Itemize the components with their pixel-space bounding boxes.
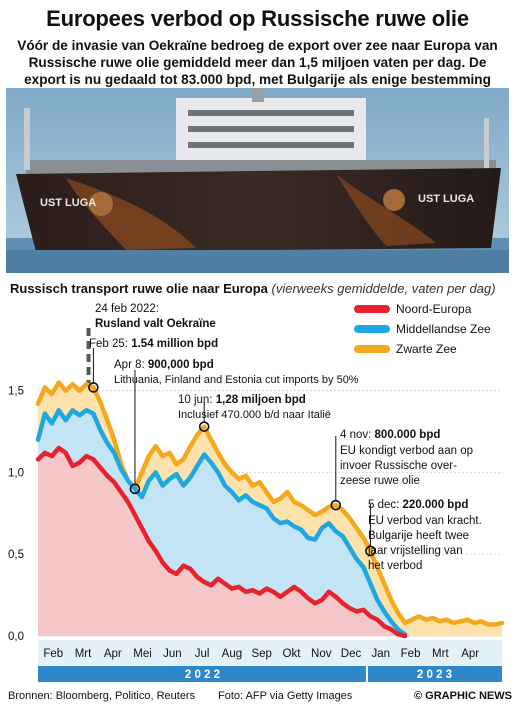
chart-title: Russisch transport ruwe olie naar Europa… xyxy=(10,281,496,296)
area-middellandse-zee xyxy=(38,410,406,636)
photo-credit: Foto: AFP via Getty Images xyxy=(218,690,353,702)
y-tick-label: 1,5 xyxy=(8,386,24,398)
annotation-feb25-value: 1.54 million bpd xyxy=(131,338,218,350)
hull-name-right: UST LUGA xyxy=(418,193,474,205)
month-label: Jun xyxy=(163,648,182,660)
annotation-dec5-line: Bulgarije heeft twee xyxy=(368,530,469,542)
month-label: Apr xyxy=(104,648,122,660)
y-tick-label: 1,0 xyxy=(8,467,24,479)
line-middellandse-zee xyxy=(35,408,408,637)
annotation-nov4-value: 800.000 bpd xyxy=(375,429,441,441)
month-label: Okt xyxy=(283,648,302,660)
month-label: Apr xyxy=(461,648,479,660)
marker-dec5 xyxy=(365,545,376,557)
annotation-invasion-date: 24 feb 2022: xyxy=(95,303,159,315)
area-noord-europa xyxy=(38,447,406,636)
line-zwarte-zee xyxy=(35,380,505,627)
annotation-dec5-line: EU verbod van kracht. xyxy=(368,515,482,527)
month-label: Mrt xyxy=(75,648,92,660)
month-label: Mei xyxy=(133,648,152,660)
annotation-nov4-date: 4 nov: 800.000 bpd xyxy=(340,429,440,441)
annotation-jun10-date: 10 jun: 1,28 miljoen bpd xyxy=(178,394,306,406)
month-label: Aug xyxy=(222,648,242,660)
marker-apr8 xyxy=(129,483,141,495)
annotation-nov4-line: EU kondigt verbod aan op xyxy=(340,445,473,457)
area-zwarte-zee-after-ban xyxy=(405,616,502,636)
month-label: Feb xyxy=(401,648,421,660)
marker-nov4 xyxy=(330,499,342,511)
annotation-dec5-line: jaar vrijstelling van xyxy=(367,545,463,557)
annotation-jun10-value: 1,28 miljoen bpd xyxy=(216,394,306,406)
legend-label: Noord-Europa xyxy=(396,302,472,316)
hull-name-left: UST LUGA xyxy=(40,197,96,209)
annotation-nov4-line: zeese ruwe olie xyxy=(340,475,420,487)
marker-feb25 xyxy=(88,382,99,393)
year-label-2022: 2 0 2 2 xyxy=(185,669,220,681)
annotation-dec5-value: 220.000 bpd xyxy=(403,499,469,511)
month-label: Mrt xyxy=(432,648,449,660)
annotation-apr8-date: Apr 8: 900,000 bpd xyxy=(114,359,214,371)
annotation-dec5-line: het verbod xyxy=(368,560,422,572)
marker-jun10 xyxy=(198,421,210,432)
year-label-2023: 2 0 2 3 xyxy=(417,669,452,681)
chart-title-main: Russisch transport ruwe olie naar Europa xyxy=(10,281,268,296)
chart-title-note: (vierweeks gemiddelde, vaten per dag) xyxy=(271,281,496,296)
line-noord-europa xyxy=(35,445,408,639)
annotation-dec5-date: 5 dec: 220.000 bpd xyxy=(368,499,468,511)
sources-note: Bronnen: Bloomberg, Politico, Reuters xyxy=(8,690,196,702)
annotation-nov4-line: invoer Russische over- xyxy=(340,460,457,472)
oil-transport-chart: 1,5 1,0 0,5 0,0 24 feb 2022: Rusland valt Oek… xyxy=(8,302,505,682)
month-label: Dec xyxy=(341,648,362,660)
month-label: Feb xyxy=(43,648,63,660)
y-tick-label: 0,0 xyxy=(8,631,24,643)
month-label: Jan xyxy=(372,648,391,660)
y-tick-label: 0,5 xyxy=(8,549,24,561)
annotation-feb25-date: Feb 25: 1.54 million bpd xyxy=(89,338,218,350)
legend-label: Zwarte Zee xyxy=(396,342,457,356)
brand-credit: © GRAPHIC NEWS xyxy=(414,690,512,702)
legend-label: Middellandse Zee xyxy=(396,322,491,336)
page-title: Europees verbod op Russische ruwe olie xyxy=(46,6,469,31)
page-subtitle: Vóór de invasie van Oekraïne bedroeg de … xyxy=(17,38,498,87)
tanker-photo: UST LUGA UST LUGA xyxy=(6,88,509,273)
annotation-apr8-value: 900,000 bpd xyxy=(148,359,214,371)
month-label: Jul xyxy=(195,648,210,660)
year-band xyxy=(38,666,502,682)
annotation-jun10-text: Inclusief 470.000 b/d naar Italië xyxy=(178,409,331,421)
annotation-invasion-text: Rusland valt Oekraïne xyxy=(95,318,216,330)
month-label: Sep xyxy=(251,648,271,660)
annotation-apr8-text: Lithuania, Finland and Estonia cut impor… xyxy=(114,374,359,386)
month-label: Nov xyxy=(311,648,332,660)
